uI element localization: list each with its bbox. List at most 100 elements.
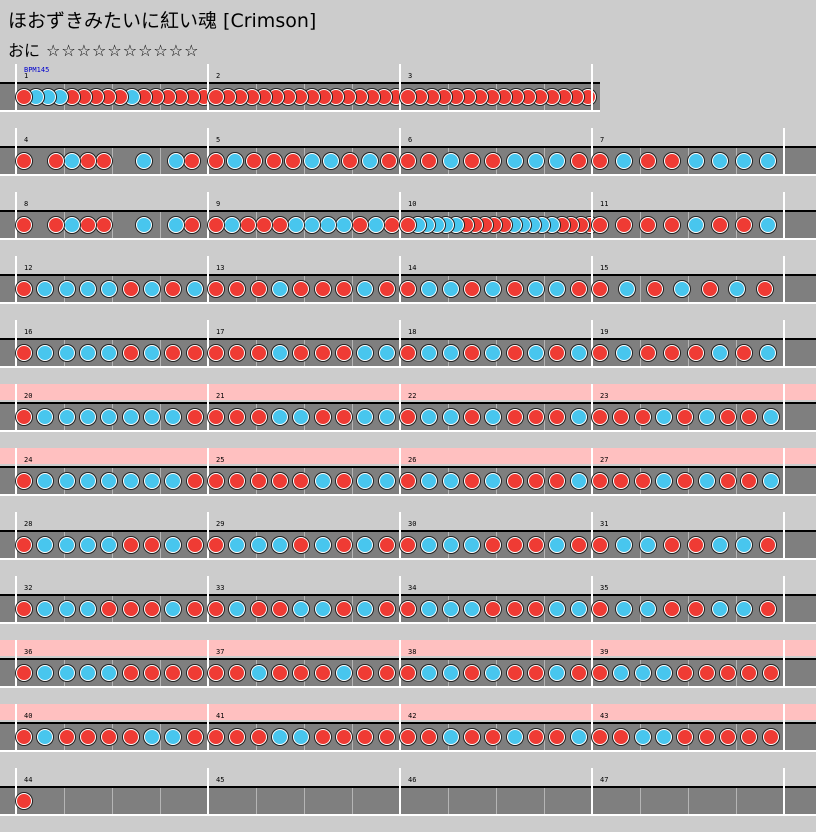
don-note — [208, 729, 224, 745]
ka-note — [656, 729, 672, 745]
ka-note — [357, 601, 373, 617]
ka-note — [464, 601, 480, 617]
don-note — [272, 217, 288, 233]
don-note — [293, 473, 309, 489]
ka-note — [288, 217, 304, 233]
bar-line — [399, 128, 401, 176]
lane-bottom-border — [0, 238, 816, 240]
don-note — [184, 217, 200, 233]
bar-line — [207, 320, 209, 368]
don-note — [400, 89, 416, 105]
don-note — [16, 537, 32, 553]
don-note — [763, 665, 779, 681]
ka-note — [227, 153, 243, 169]
measure-number: 37 — [216, 648, 225, 656]
ka-note — [656, 473, 672, 489]
don-note — [741, 665, 757, 681]
ka-note — [304, 153, 320, 169]
don-note — [16, 217, 32, 233]
ka-note — [571, 473, 587, 489]
don-note — [48, 153, 64, 169]
beat-line — [112, 148, 113, 174]
beat-line — [544, 404, 545, 430]
ka-note — [59, 345, 75, 361]
ka-note — [368, 217, 384, 233]
ka-note — [136, 217, 152, 233]
chart-row: 24 25 26 27 — [0, 448, 816, 512]
don-note — [144, 601, 160, 617]
bar-line — [207, 640, 209, 688]
measure-number: 12 — [24, 264, 33, 272]
don-note — [251, 729, 267, 745]
bar-line — [783, 384, 785, 432]
ka-note — [443, 665, 459, 681]
ka-note — [136, 153, 152, 169]
don-note — [80, 217, 96, 233]
don-note — [592, 345, 608, 361]
measure-number: 32 — [24, 584, 33, 592]
ka-note — [549, 281, 565, 297]
beat-line — [448, 788, 449, 814]
ka-note — [760, 217, 776, 233]
beat-line — [160, 788, 161, 814]
measure-number: 35 — [600, 584, 609, 592]
don-note — [400, 729, 416, 745]
don-note — [16, 409, 32, 425]
don-note — [123, 729, 139, 745]
ka-note — [656, 409, 672, 425]
lane-bottom-border — [0, 558, 816, 560]
ka-note — [144, 281, 160, 297]
ka-note — [619, 281, 635, 297]
ka-note — [101, 281, 117, 297]
ka-note — [712, 153, 728, 169]
ka-note — [379, 473, 395, 489]
ka-note — [528, 281, 544, 297]
lane-top-border — [0, 786, 816, 788]
bar-line — [399, 384, 401, 432]
don-note — [165, 345, 181, 361]
don-note — [741, 473, 757, 489]
don-note — [187, 537, 203, 553]
don-note — [741, 409, 757, 425]
beat-line — [160, 212, 161, 238]
don-note — [315, 281, 331, 297]
bar-line — [783, 512, 785, 560]
ka-note — [315, 601, 331, 617]
bar-line — [783, 128, 785, 176]
don-note — [208, 217, 224, 233]
ka-note — [64, 153, 80, 169]
don-note — [246, 153, 262, 169]
ka-note — [571, 409, 587, 425]
bar-line — [783, 256, 785, 304]
ka-note — [571, 345, 587, 361]
ka-note — [293, 729, 309, 745]
bar-line — [207, 576, 209, 624]
chart-row: 20 21 22 23 — [0, 384, 816, 448]
don-note — [549, 345, 565, 361]
lane-bottom-border — [0, 174, 816, 176]
don-note — [677, 409, 693, 425]
don-note — [16, 601, 32, 617]
don-note — [123, 537, 139, 553]
ka-note — [549, 537, 565, 553]
ka-note — [101, 409, 117, 425]
ka-note — [635, 665, 651, 681]
bar-line — [15, 704, 17, 752]
bar-line — [15, 128, 17, 176]
lane-bottom-border — [0, 686, 816, 688]
don-note — [464, 665, 480, 681]
ka-note — [251, 665, 267, 681]
don-note — [16, 793, 32, 809]
bar-line — [591, 64, 593, 112]
don-note — [184, 153, 200, 169]
ka-note — [763, 409, 779, 425]
measure-number: 27 — [600, 456, 609, 464]
don-note — [400, 537, 416, 553]
ka-note — [229, 537, 245, 553]
bar-line — [207, 704, 209, 752]
ka-note — [549, 601, 565, 617]
bar-line — [399, 768, 401, 816]
ka-note — [315, 537, 331, 553]
ka-note — [272, 345, 288, 361]
ka-note — [357, 281, 373, 297]
